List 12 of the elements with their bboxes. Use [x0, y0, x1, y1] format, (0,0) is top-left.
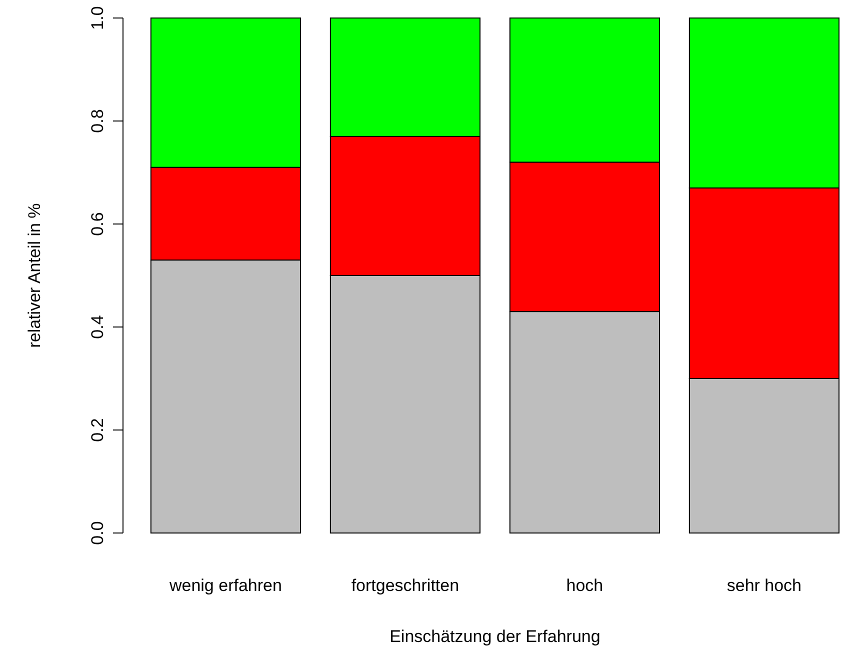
x-axis-title: Einschätzung der Erfahrung: [390, 627, 600, 646]
y-tick-label: 0.6: [88, 212, 107, 236]
y-tick-label: 0.4: [88, 315, 107, 339]
x-tick-label: hoch: [566, 576, 604, 595]
y-tick-label: 0.8: [88, 109, 107, 133]
y-tick-label: 0.0: [88, 521, 107, 545]
x-tick-label: sehr hoch: [726, 576, 802, 595]
x-tick-label: fortgeschritten: [351, 576, 460, 595]
y-tick-label: 0.2: [88, 418, 107, 442]
y-axis-title: relativer Anteil in %: [25, 203, 44, 348]
y-tick-label: 1.0: [88, 6, 107, 30]
x-tick-label: wenig erfahren: [168, 576, 282, 595]
